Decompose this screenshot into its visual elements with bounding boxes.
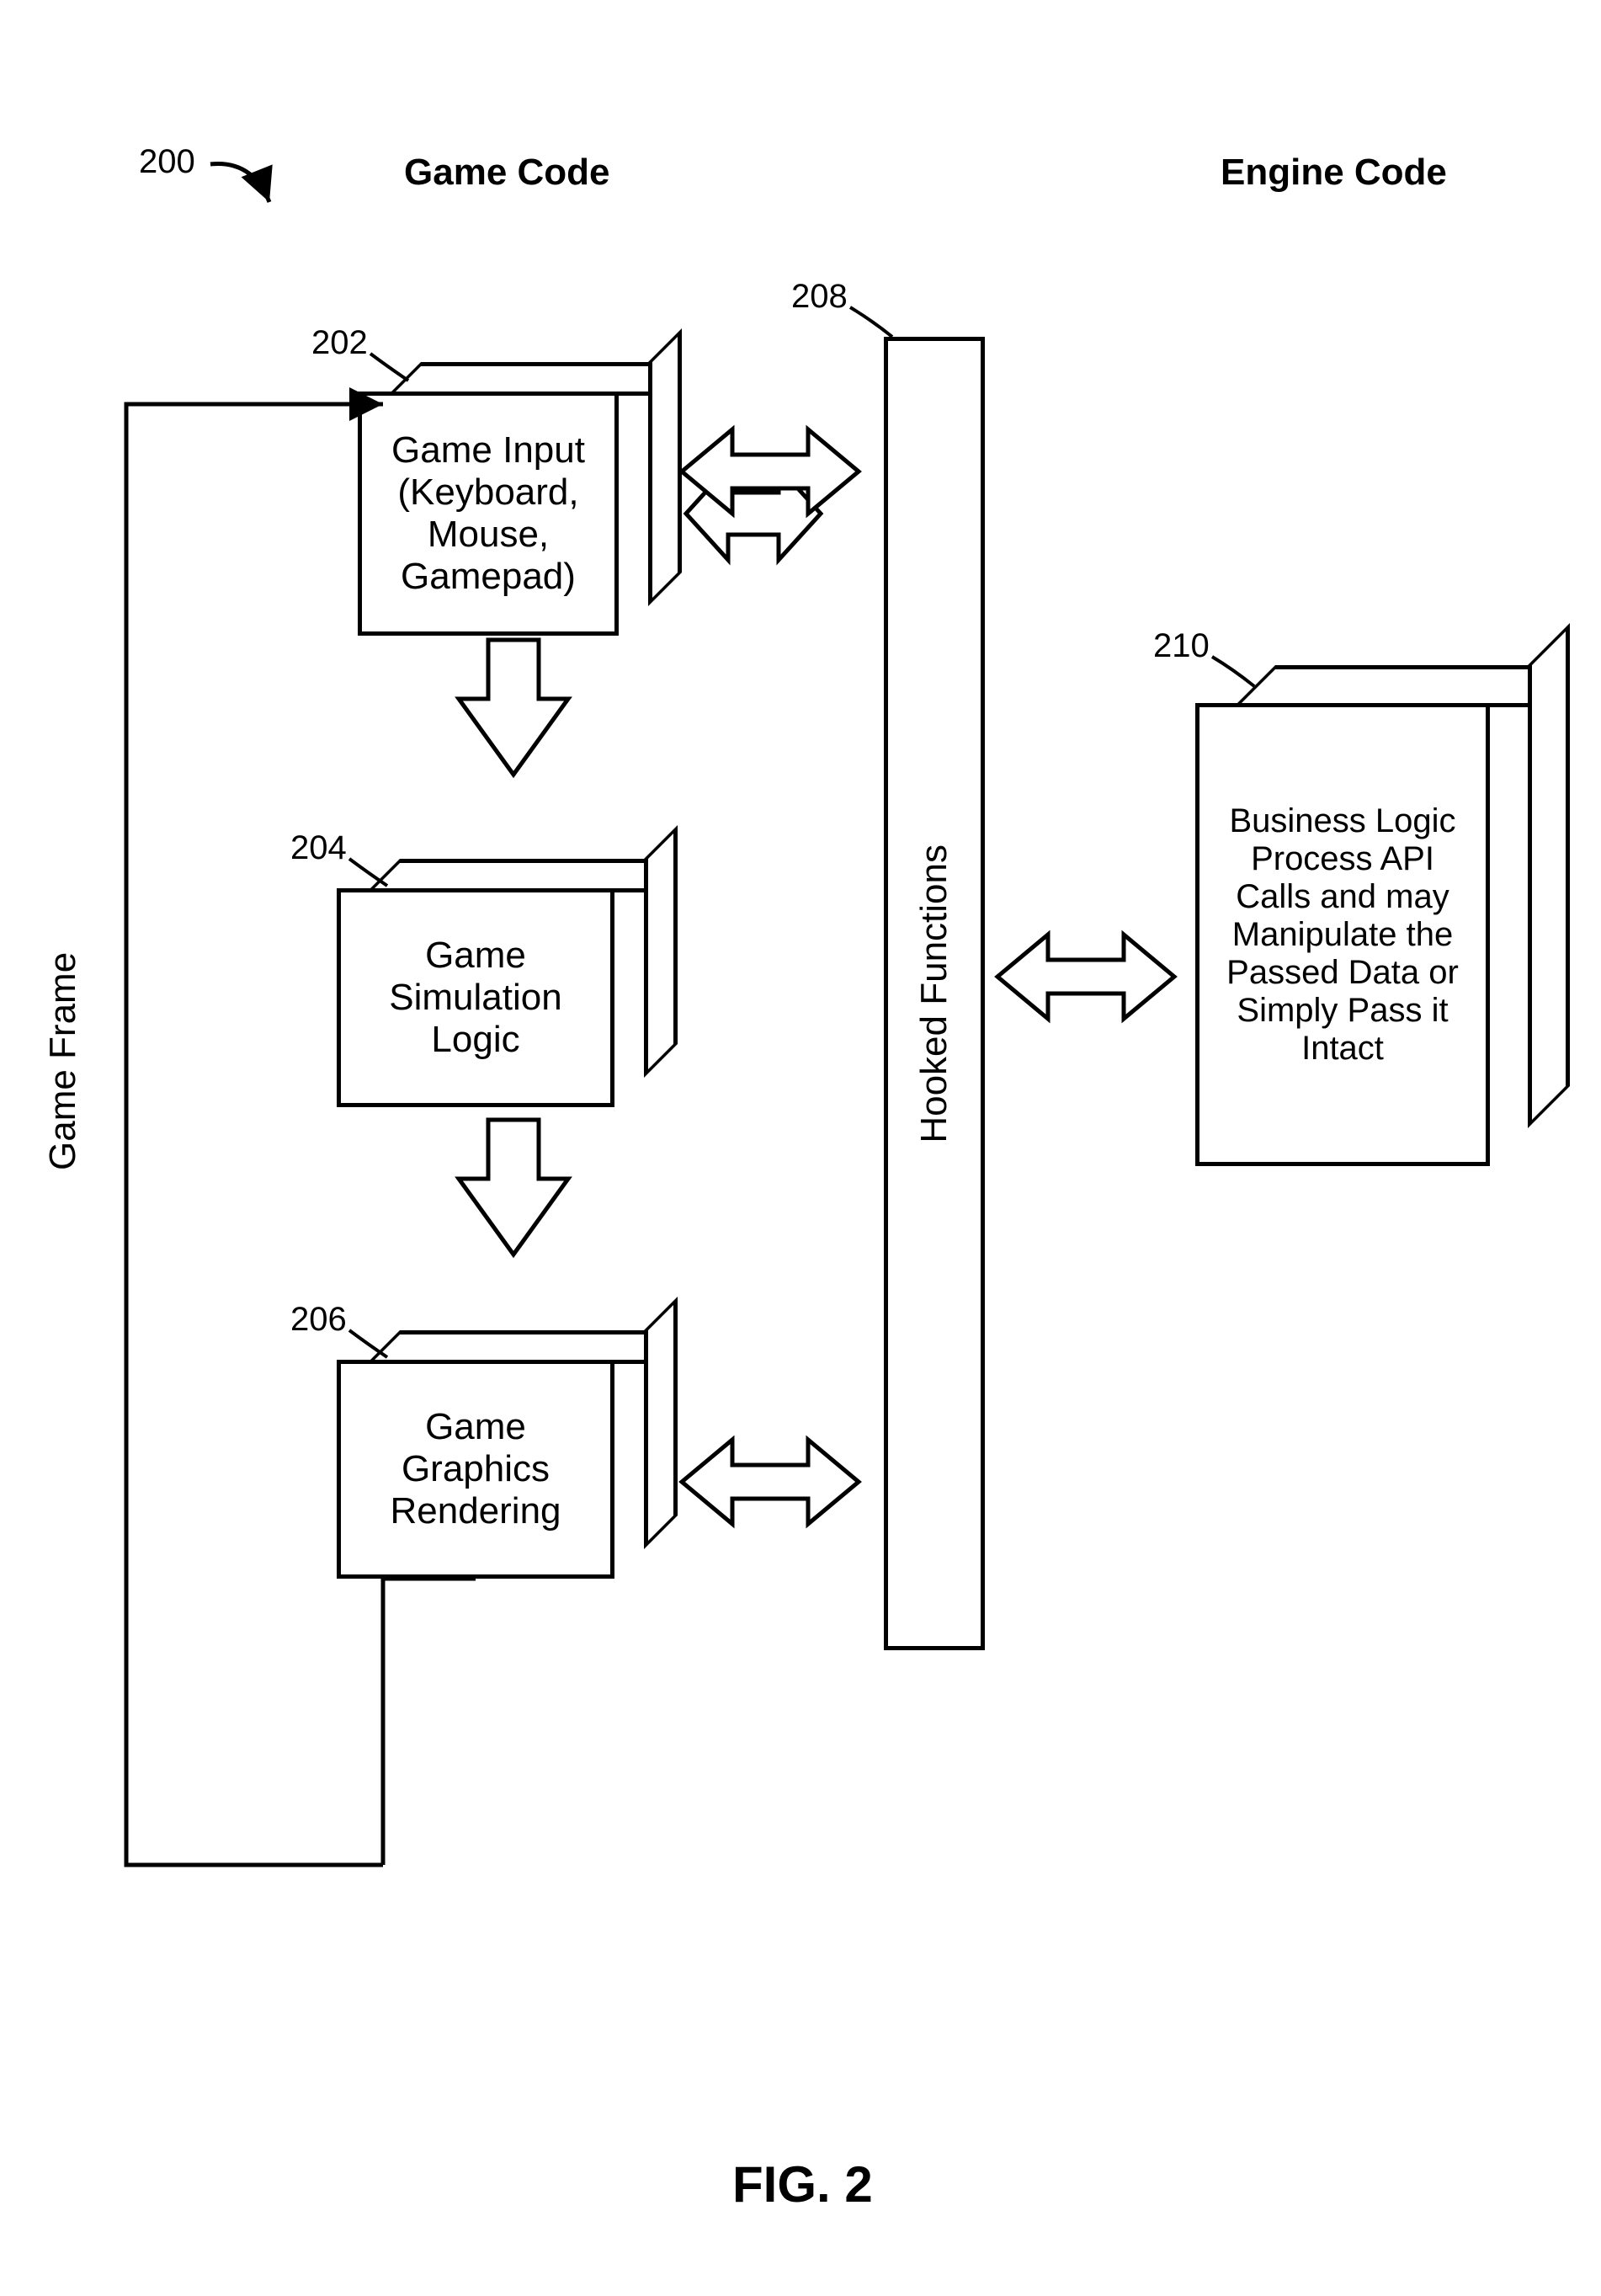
game-frame-label: Game Frame	[42, 926, 84, 1196]
ref-202: 202	[311, 324, 368, 362]
box-hooked: Hooked Functions	[884, 337, 985, 1650]
ref-210: 210	[1153, 627, 1210, 665]
section-game-code: Game Code	[404, 152, 610, 194]
figure-ref: 200	[139, 143, 195, 181]
ref-204: 204	[290, 829, 347, 867]
box-business-logic-text: Business Logic Process API Calls and may…	[1216, 802, 1469, 1068]
box-hooked-text: Hooked Functions	[913, 844, 955, 1143]
box-simulation-text: Game Simulation Logic	[358, 935, 593, 1061]
section-engine-code: Engine Code	[1221, 152, 1447, 194]
box-game-input-text: Game Input (Keyboard, Mouse, Gamepad)	[379, 429, 598, 598]
figure-caption: FIG. 2	[732, 2155, 873, 2213]
ref-206: 206	[290, 1301, 347, 1339]
ref-208: 208	[791, 278, 848, 316]
box-graphics-text: Game Graphics Rendering	[358, 1406, 593, 1532]
